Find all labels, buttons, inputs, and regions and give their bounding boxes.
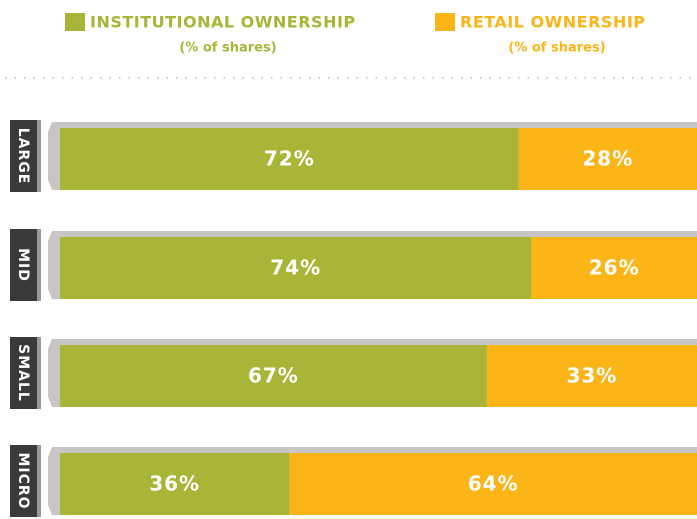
category-tab <box>10 445 37 517</box>
legend-label: RETAIL OWNERSHIP <box>460 13 646 32</box>
category-label: SMALL <box>15 344 31 402</box>
value-label: 74% <box>270 256 321 280</box>
bar-segment <box>531 237 697 299</box>
value-label: 36% <box>149 472 200 496</box>
bar-segment <box>60 453 290 515</box>
category-label: LARGE <box>15 128 31 185</box>
value-label: 72% <box>264 147 315 171</box>
legend-swatch <box>65 13 85 31</box>
category-tab <box>10 337 37 409</box>
legend-note: (% of shares) <box>508 41 605 56</box>
bar-segment <box>486 345 697 407</box>
value-label: 26% <box>589 256 640 280</box>
bar-segment <box>60 345 487 407</box>
category-label: MICRO <box>15 452 31 509</box>
bar-segment <box>289 453 697 515</box>
legend-label: INSTITUTIONAL OWNERSHIP <box>90 13 356 32</box>
legend-swatch <box>435 13 455 31</box>
value-label: 28% <box>582 147 633 171</box>
value-label: 33% <box>566 364 617 388</box>
bar-segment <box>60 128 519 190</box>
category-label: MID <box>15 248 31 282</box>
category-tab <box>10 229 37 301</box>
category-tab <box>10 120 37 192</box>
bar-segment <box>60 237 532 299</box>
legend-note: (% of shares) <box>179 41 276 56</box>
bar-segment <box>518 128 697 190</box>
value-label: 67% <box>248 364 299 388</box>
value-label: 64% <box>468 472 519 496</box>
